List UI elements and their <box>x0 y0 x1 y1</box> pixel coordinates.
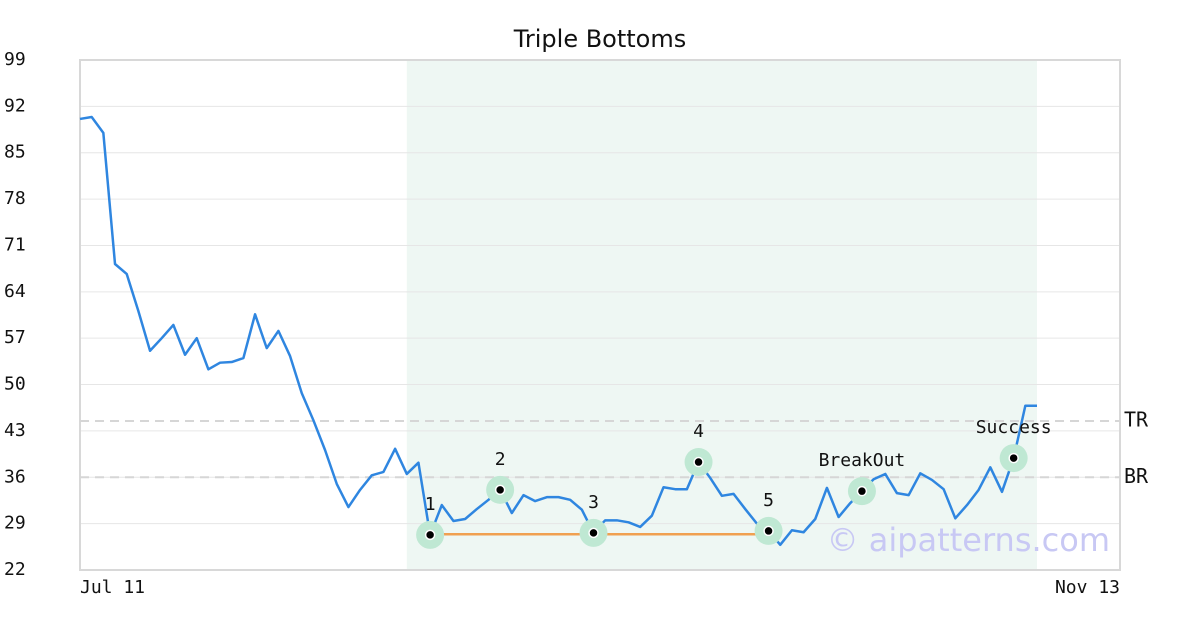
annotation-point <box>856 485 868 497</box>
annotation-point <box>693 456 704 468</box>
watermark: © aipatterns.com <box>827 521 1110 559</box>
annotation-label: 3 <box>588 492 599 513</box>
y-tick-label: 78 <box>4 188 26 209</box>
annotation-point <box>1008 452 1019 464</box>
y-tick-label: 22 <box>4 559 26 580</box>
plot-frame <box>79 59 1121 571</box>
y-tick-label: 85 <box>4 142 26 163</box>
reference-label: TR <box>1124 407 1149 431</box>
y-tick-label: 64 <box>4 281 26 302</box>
y-tick-label: 92 <box>4 95 26 116</box>
annotation-label: 1 <box>425 494 436 515</box>
price-line <box>79 115 1037 547</box>
y-tick-label: 50 <box>4 374 26 395</box>
y-tick-label: 43 <box>4 420 26 441</box>
annotation-point <box>588 527 599 539</box>
annotation-label: BreakOut <box>819 450 906 471</box>
chart-title: Triple Bottoms <box>513 25 687 53</box>
y-tick-label: 99 <box>4 49 26 70</box>
y-tick-label: 29 <box>4 513 26 534</box>
annotation-point <box>763 525 774 537</box>
annotation-label: 4 <box>693 421 704 442</box>
y-tick-label: 36 <box>4 466 26 487</box>
y-tick-label: 57 <box>4 327 26 348</box>
x-tick-label: Nov 13 <box>1055 577 1120 598</box>
annotation-label: Success <box>976 417 1052 438</box>
annotation-point <box>494 484 506 496</box>
annotation-label: 2 <box>495 449 506 470</box>
y-tick-label: 71 <box>4 234 26 255</box>
annotation-point <box>424 529 436 541</box>
annotation-label: 5 <box>763 490 774 511</box>
reference-label: BR <box>1124 464 1149 488</box>
x-tick-label: Jul 11 <box>80 577 145 598</box>
